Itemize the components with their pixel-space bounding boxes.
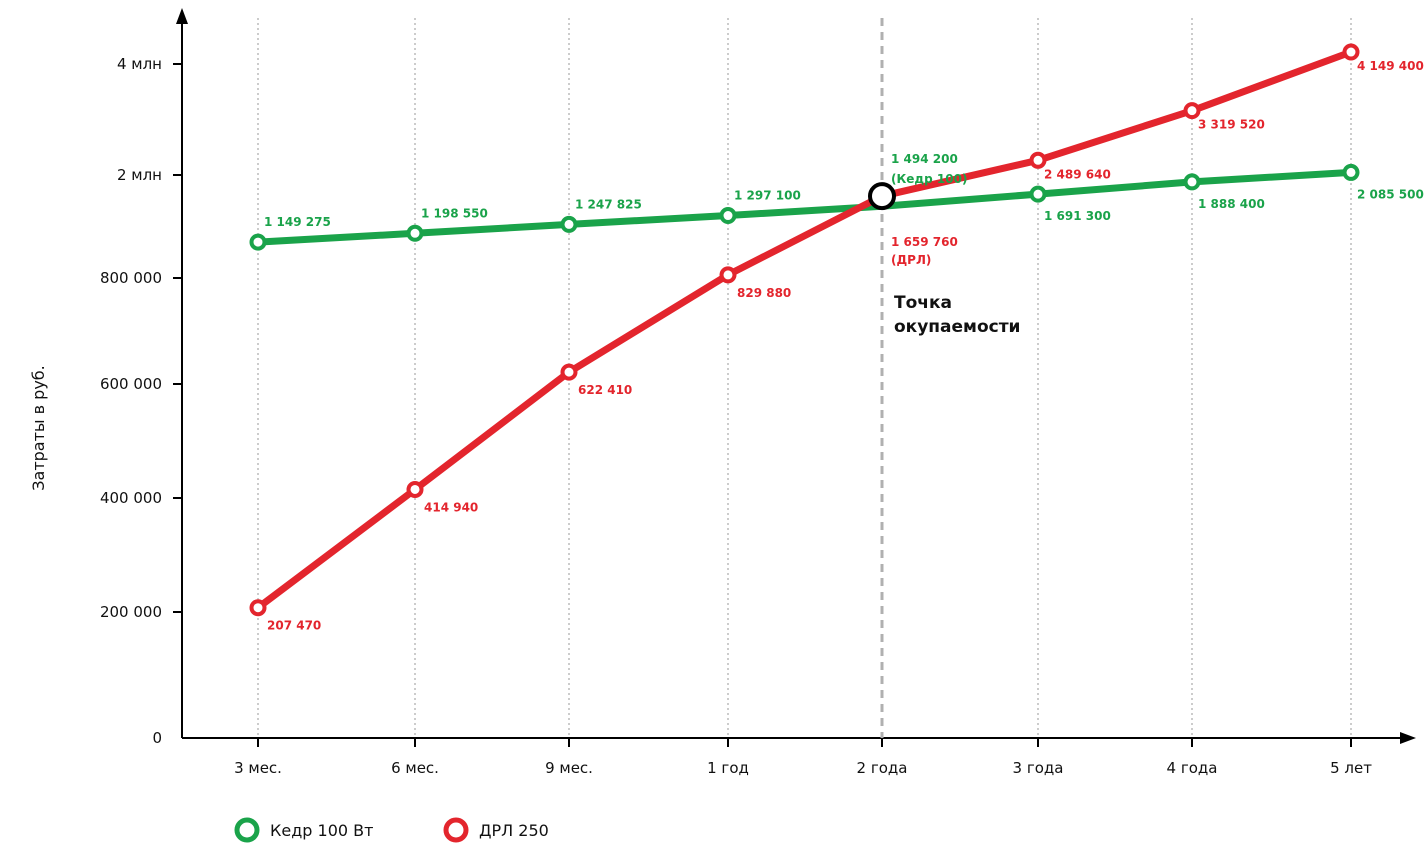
data-label: 1 149 275 [264,215,331,229]
data-label: 1 691 300 [1044,209,1111,223]
x-tick-label: 3 мес. [234,759,282,777]
data-point [1342,43,1360,61]
series-line [254,48,1355,612]
data-point [249,599,267,617]
y-tick-label: 400 000 [100,489,162,507]
data-point [719,207,737,225]
data-point [1029,151,1047,169]
data-label: (ДРЛ) [891,253,931,267]
data-point [1183,173,1201,191]
legend-swatch-drl-250 [443,817,469,843]
series-drl-250 [249,43,1360,617]
y-tick-label: 600 000 [100,375,162,393]
y-tick-label: 0 [152,729,162,747]
x-tick-label: 5 лет [1330,759,1372,777]
data-label: 4 149 400 [1357,59,1424,73]
y-tick-label: 800 000 [100,269,162,287]
data-label: 829 880 [737,286,791,300]
data-label: 1 494 200 [891,152,958,166]
y-axis-title: Затраты в руб. [29,365,48,490]
x-tick-label: 6 мес. [391,759,439,777]
x-tick-label: 3 года [1013,759,1064,777]
x-ticks: 3 мес. 6 мес. 9 мес. 1 год 2 года 3 года 4 год… [234,738,1372,777]
x-tick-label: 2 года [857,759,908,777]
y-tick-label: 2 млн [117,166,162,184]
legend-label-drl-250: ДРЛ 250 [479,821,549,840]
x-tick-label: 9 мес. [545,759,593,777]
breakeven-label-line-1: Точка [894,293,952,313]
data-label: (Кедр 100) [891,172,967,186]
x-tick-label: 4 года [1167,759,1218,777]
series-kedr-100 [249,163,1360,251]
data-label: 2 085 500 [1357,187,1424,201]
axes [176,8,1416,744]
breakeven-label-line-2: окупаемости [894,317,1020,337]
data-label: 3 319 520 [1198,118,1265,132]
vertical-gridlines [257,18,1352,738]
data-point [1342,163,1360,181]
x-axis-arrow-icon [1400,732,1416,744]
data-labels: 1 149 275 1 198 550 1 247 825 1 297 100 1 49… [264,59,1424,633]
data-point [719,266,737,284]
legend-swatch-kedr-100 [234,817,260,843]
y-tick-label: 4 млн [117,55,162,73]
data-label: 2 489 640 [1044,167,1111,181]
y-axis-arrow-icon [176,8,188,24]
breakeven-point-marker [868,182,896,211]
legend-label-kedr-100: Кедр 100 Вт [270,821,373,840]
data-label: 1 297 100 [734,189,801,203]
series-line [254,168,1355,246]
y-ticks: 0 200 000 400 000 600 000 800 000 2 млн 4 млн [100,55,182,747]
data-point [406,480,424,498]
y-tick-label: 200 000 [100,603,162,621]
data-label: 414 940 [424,500,478,514]
data-label: 1 888 400 [1198,197,1265,211]
data-point [1029,185,1047,203]
data-label: 207 470 [267,619,321,633]
x-tick-label: 1 год [707,759,749,777]
data-point [1183,102,1201,120]
data-point [560,215,578,233]
data-label: 1 198 550 [421,206,488,220]
data-label: 1 659 760 [891,235,958,249]
legend: Кедр 100 Вт ДРЛ 250 [234,817,549,843]
data-point [406,224,424,242]
data-point [560,363,578,381]
data-point [249,233,267,251]
data-label: 622 410 [578,383,632,397]
data-label: 1 247 825 [575,197,642,211]
